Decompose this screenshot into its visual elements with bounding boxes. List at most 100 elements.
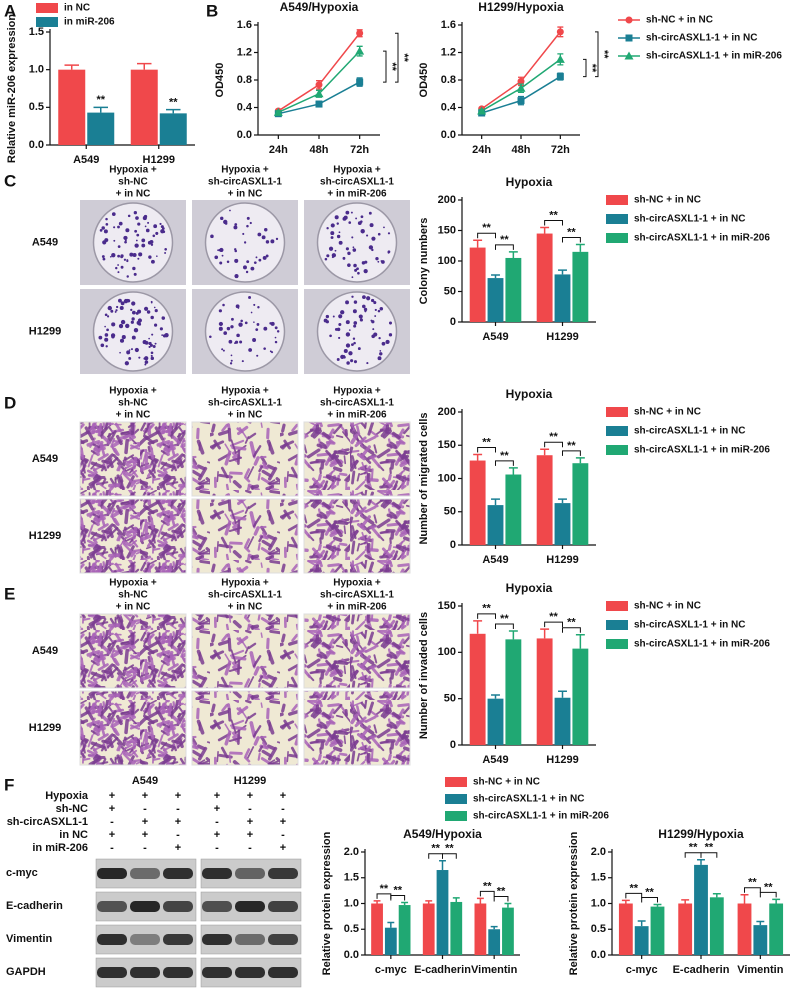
colony [221, 348, 224, 351]
colony [107, 305, 112, 311]
colony [269, 350, 272, 353]
significance: ** [598, 50, 610, 59]
protein-label: c-myc [6, 867, 38, 879]
colony [351, 343, 354, 346]
colony [133, 211, 137, 215]
chart-title: Hypoxia [506, 387, 553, 401]
bar [384, 927, 397, 955]
colony [374, 308, 377, 312]
colony [113, 226, 116, 229]
condition-sign: - [215, 842, 219, 854]
colony [348, 329, 351, 331]
colony [241, 360, 244, 363]
colony [381, 341, 386, 346]
column-header: sh-NC [118, 590, 147, 601]
condition-sign: + [247, 816, 253, 828]
blot-band [202, 901, 232, 912]
colony [242, 232, 245, 235]
y-tick-label: 1.0 [29, 64, 44, 76]
colony [360, 229, 365, 234]
condition-sign: - [110, 816, 114, 828]
y-tick-label: 1.2 [237, 46, 252, 58]
colony [336, 327, 341, 332]
colony [126, 275, 129, 278]
colony [351, 236, 354, 239]
significance-bracket [493, 896, 509, 902]
blot-band [202, 967, 232, 978]
column-header: sh-circASXL1-1 [320, 398, 394, 409]
y-tick-label: 0.5 [344, 923, 359, 935]
y-tick-label: 0.0 [441, 129, 456, 141]
y-axis-label: Number of migrated cells [418, 412, 430, 544]
point [477, 106, 487, 115]
colony [340, 310, 345, 315]
colony [348, 351, 353, 356]
colony [243, 265, 247, 270]
blot-band [202, 868, 232, 879]
error-bar [387, 921, 395, 928]
column-header: Hypoxia + [333, 165, 381, 176]
colony [255, 328, 259, 332]
column-header: sh-circASXL1-1 [208, 398, 282, 409]
colony [228, 339, 233, 344]
error-bar [558, 498, 567, 504]
colony [128, 349, 131, 351]
column-header: + in NC [228, 410, 263, 421]
error-bar [439, 860, 446, 871]
condition-sign: - [176, 803, 180, 815]
y-tick-label: 200 [438, 406, 456, 418]
panel-letter: F [4, 775, 14, 794]
significance: ** [764, 881, 773, 893]
error-bar [558, 690, 567, 698]
colony [148, 255, 152, 259]
transwell-image [79, 613, 187, 689]
colony [134, 229, 138, 233]
colony [334, 215, 339, 220]
colony [325, 314, 330, 319]
colony [130, 320, 134, 324]
colony [265, 254, 269, 258]
error-bar [575, 633, 585, 649]
colony [151, 333, 154, 336]
error-bar [712, 892, 721, 898]
column-header: sh-circASXL1-1 [320, 177, 394, 188]
legend-label: sh-circASXL1-1 + in NC [634, 426, 745, 437]
colony [378, 336, 381, 340]
colony [355, 217, 358, 220]
significance-bracket [759, 891, 777, 898]
error-bar [491, 274, 500, 279]
colony [126, 350, 131, 355]
colony [354, 268, 358, 272]
error-bar [637, 920, 646, 927]
bar [488, 929, 501, 955]
condition-sign: - [143, 803, 147, 815]
colony [144, 225, 147, 228]
condition-label: sh-NC [56, 803, 88, 815]
colony [338, 231, 341, 234]
condition-sign: - [281, 829, 285, 841]
colony [351, 295, 354, 298]
bar [505, 257, 522, 322]
bar [694, 864, 708, 955]
significance-bracket [641, 897, 658, 903]
colony [330, 231, 335, 236]
transwell-image [79, 421, 187, 497]
y-tick-label: 2.0 [591, 846, 606, 858]
legend-label: in NC [64, 3, 90, 14]
colony [143, 214, 148, 219]
colony [328, 246, 334, 251]
colony [372, 328, 375, 331]
condition-sign: - [281, 803, 285, 815]
error-bar [681, 899, 690, 904]
bar [618, 903, 633, 955]
colony [230, 354, 233, 357]
column-header: Hypoxia + [109, 386, 157, 397]
colony [133, 272, 137, 276]
colony [119, 351, 121, 354]
colony [244, 321, 248, 325]
error-bar [740, 893, 749, 904]
colony [145, 228, 150, 233]
colony [366, 362, 369, 365]
colony [101, 226, 105, 230]
colony [243, 241, 247, 244]
